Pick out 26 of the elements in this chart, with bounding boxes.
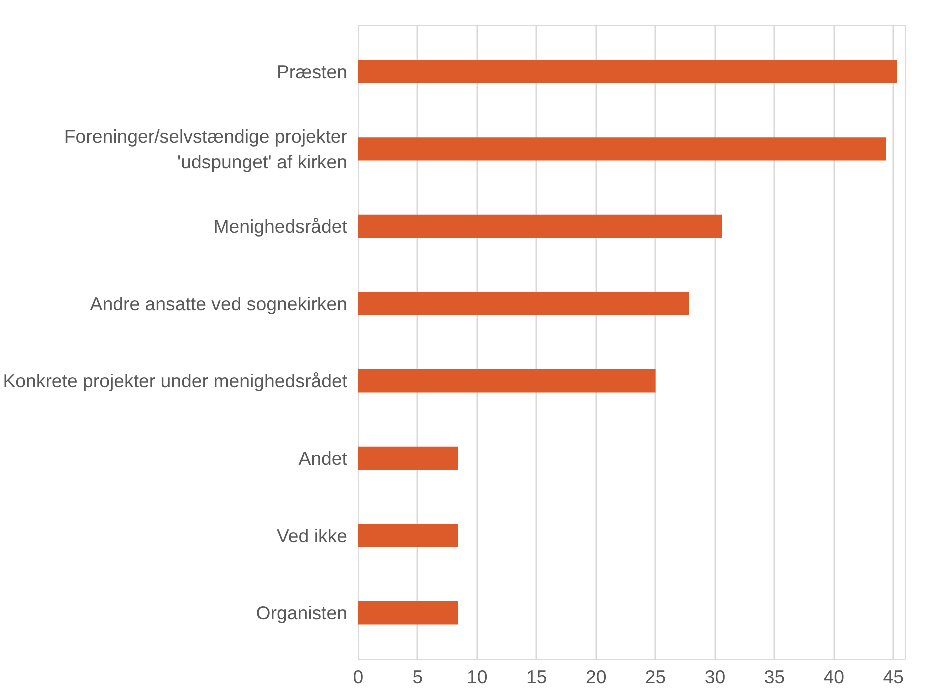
x-tick-label: 35	[764, 666, 786, 688]
y-tick-label: Andet	[298, 448, 348, 469]
x-tick-label: 15	[526, 666, 548, 688]
x-tick-label: 5	[412, 666, 424, 688]
x-tick-label: 25	[645, 666, 666, 688]
bar	[358, 292, 690, 316]
x-tick-label: 0	[353, 666, 364, 688]
bar	[358, 524, 458, 548]
bar	[358, 602, 458, 625]
y-tick-label: Konkrete projekter under menighedsrådet	[3, 370, 348, 392]
bar	[358, 138, 886, 161]
x-tick-label: 30	[704, 666, 726, 688]
y-tick-label: Præsten	[276, 61, 348, 82]
x-tick-label: 10	[467, 666, 488, 688]
y-tick-label: Andre ansatte ved sognekirken	[90, 293, 348, 314]
y-tick-label: Foreninger/selvstændige projekter 'udspunget' af kirken	[64, 126, 348, 172]
bar	[358, 446, 458, 470]
x-tick-label: 45	[883, 666, 904, 688]
x-tick-label: 40	[824, 666, 845, 688]
bar	[358, 60, 898, 84]
x-tick-label: 20	[586, 666, 607, 688]
bar	[358, 370, 656, 393]
y-tick-label: Organisten	[256, 602, 348, 624]
bar	[358, 214, 722, 238]
y-tick-label: Menighedsrådet	[214, 216, 348, 238]
y-tick-label: Ved ikke	[276, 525, 348, 546]
